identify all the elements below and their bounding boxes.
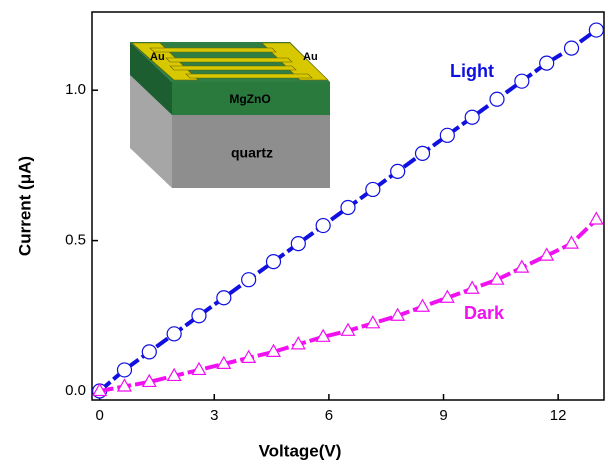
marker (142, 345, 156, 359)
marker (192, 363, 205, 375)
marker (192, 309, 206, 323)
chart: Au Au MgZnO quartz Voltage(V) Current (μ… (0, 0, 608, 467)
marker (391, 164, 405, 178)
marker (416, 146, 430, 160)
series-line (100, 220, 597, 391)
inset-label: Au (303, 51, 318, 63)
finger (150, 48, 276, 52)
inset-device: Au Au MgZnO quartz (130, 42, 330, 188)
inset-label: Au (150, 51, 165, 63)
marker (490, 92, 504, 106)
x-tick-label: 12 (550, 407, 567, 424)
x-tick-label: 9 (439, 407, 447, 424)
marker (515, 74, 529, 88)
finger (166, 58, 292, 62)
x-tick-label: 3 (210, 407, 218, 424)
y-axis-title: Current (μA) (15, 156, 34, 256)
marker (540, 56, 554, 70)
marker (465, 110, 479, 124)
marker (366, 182, 380, 196)
marker (366, 316, 379, 328)
marker (416, 300, 429, 312)
y-tick-label: 0.0 (65, 382, 86, 399)
inset-label: MgZnO (229, 92, 270, 106)
marker (590, 213, 603, 225)
series-label: Light (450, 61, 494, 81)
marker (117, 363, 131, 377)
marker (440, 128, 454, 142)
marker (266, 255, 280, 269)
x-axis-title: Voltage(V) (259, 441, 342, 460)
finger (170, 66, 296, 70)
x-tick-label: 6 (325, 407, 333, 424)
marker (242, 273, 256, 287)
marker (217, 291, 231, 305)
finger (186, 74, 312, 78)
marker (291, 237, 305, 251)
marker (589, 23, 603, 37)
y-tick-label: 0.5 (65, 232, 86, 249)
marker (341, 201, 355, 215)
series-label: Dark (464, 303, 505, 323)
inset-label: quartz (231, 145, 273, 161)
marker (167, 327, 181, 341)
y-tick-label: 1.0 (65, 81, 86, 98)
marker (565, 237, 578, 249)
x-tick-label: 0 (95, 407, 103, 424)
marker (316, 219, 330, 233)
marker (565, 41, 579, 55)
